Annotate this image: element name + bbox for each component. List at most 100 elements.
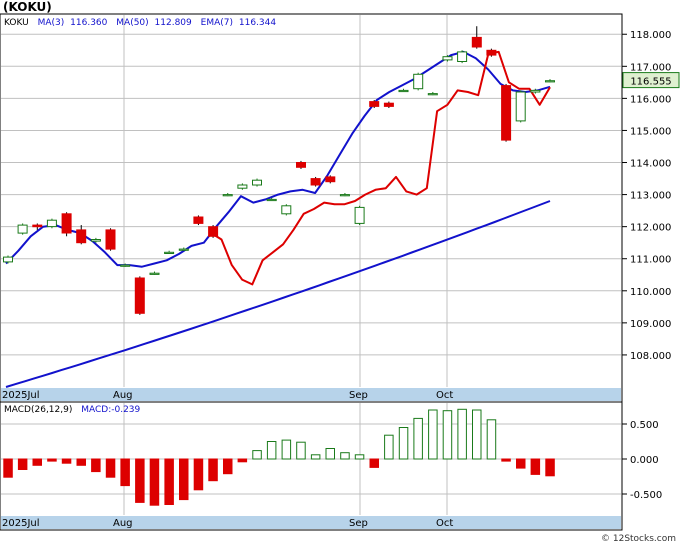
candle-body	[193, 216, 204, 224]
price-xaxis-band	[1, 388, 621, 401]
candle-body	[530, 89, 541, 93]
macd-bar	[354, 454, 365, 460]
price-tick-label: 110.000	[630, 287, 671, 298]
candle-body	[76, 229, 87, 244]
candle-body	[398, 89, 409, 93]
candle-body	[32, 224, 43, 228]
candle-body	[281, 205, 292, 215]
price-tick-label: 116.000	[630, 94, 671, 105]
candles	[3, 26, 555, 315]
macd-x-label: Oct	[436, 518, 453, 529]
ma50-line	[5, 200, 551, 388]
candle-body	[354, 206, 365, 224]
legend-symbol: KOKU	[4, 18, 29, 28]
candle-body	[237, 184, 248, 189]
legend-ema7: EMA(7)	[201, 18, 233, 28]
candle-body	[442, 56, 453, 61]
candle-body	[413, 73, 424, 90]
price-panel	[0, 13, 623, 403]
macd-bar	[120, 458, 130, 487]
macd-bar	[545, 458, 555, 477]
last-price-label: 116.555	[630, 77, 671, 88]
candle-body	[208, 226, 219, 237]
macd-bar	[149, 458, 160, 506]
macd-tick-label: -0.500	[630, 490, 662, 501]
price-x-label: 2025Jul	[2, 390, 40, 401]
price-tick-label: 111.000	[630, 255, 671, 266]
legend-ema7-value: 116.344	[239, 18, 276, 28]
candle-body	[3, 256, 13, 263]
macd-tick-label: 0.000	[630, 455, 659, 466]
macd-bar	[530, 458, 541, 475]
price-x-label: Oct	[436, 390, 453, 401]
macd-bar	[516, 458, 526, 469]
candle-body	[120, 264, 131, 267]
last-price-badge: 116.555	[622, 72, 680, 89]
macd-bar	[501, 458, 511, 462]
macd-bar	[281, 439, 292, 460]
macd-bar	[32, 458, 42, 466]
macd-bar	[3, 458, 13, 478]
macd-bar	[47, 458, 57, 462]
macd-bar	[193, 458, 204, 491]
price-x-label: Sep	[349, 390, 368, 401]
macd-bar	[237, 458, 248, 463]
legend-ma50: MA(50)	[116, 18, 148, 28]
macd-x-label: Sep	[349, 518, 368, 529]
macd-bar	[384, 434, 394, 460]
macd-xaxis: 2025Jul Aug Sep Oct	[2, 518, 453, 529]
candle-body	[457, 51, 468, 63]
macd-bar	[413, 417, 423, 460]
macd-bar	[340, 452, 350, 460]
ma50-path	[5, 200, 551, 388]
macd-bar	[325, 448, 335, 460]
macd-axis: 0.500 0.000 -0.500	[622, 420, 662, 501]
candle-body	[310, 178, 321, 186]
candle-body	[17, 224, 28, 234]
candle-body	[178, 248, 189, 251]
macd-bar	[223, 458, 233, 475]
macd-bar	[457, 408, 467, 460]
svg-text:KOKU MA(3) 116.360: KOKU MA(3) 116.360 MA(50) 112.809 EMA(7)…	[4, 18, 276, 28]
macd-bar	[442, 410, 453, 460]
candle-body	[46, 219, 57, 228]
price-tick-label: 112.000	[630, 223, 671, 234]
price-xaxis: 2025Jul Aug Sep Oct	[2, 390, 453, 401]
macd-bar	[76, 458, 86, 466]
macd-bar	[472, 409, 482, 460]
legend-ma50-value: 112.809	[155, 18, 192, 28]
macd-bar	[135, 458, 145, 503]
candle-body	[325, 176, 336, 183]
candle-body	[427, 93, 438, 96]
candle-body	[164, 251, 175, 255]
candle-body	[134, 277, 145, 314]
chart-title: (KOKU)	[3, 0, 52, 14]
candle-body	[61, 213, 72, 234]
candle-body	[383, 102, 394, 107]
price-axis: 108.000 109.000 110.000 111.000 112.000 113.0…	[622, 30, 671, 362]
macd-bar	[486, 419, 497, 460]
candle-body	[515, 91, 526, 122]
candle-body	[222, 194, 233, 197]
candle-body	[105, 229, 116, 250]
macd-bar	[61, 458, 72, 464]
candle-body	[501, 85, 512, 141]
svg-text:MACD(26,12,9) MACD:-0.239: MACD(26,12,9) MACD:-0.239	[4, 405, 141, 415]
price-tick-label: 117.000	[630, 62, 671, 73]
legend-ma3-value: 116.360	[70, 18, 107, 28]
price-tick-label: 115.000	[630, 126, 671, 137]
price-tick-label: 118.000	[630, 30, 671, 41]
candle-body	[339, 194, 350, 197]
candle-body	[252, 179, 262, 186]
macd-bar	[310, 454, 321, 460]
price-tick-label: 113.000	[630, 191, 671, 202]
macd-legend-label: MACD(26,12,9)	[4, 405, 72, 415]
footer-credit: © 12Stocks.com	[601, 534, 676, 544]
macd-bar	[164, 458, 174, 505]
candle-body	[369, 101, 380, 107]
macd-bar	[369, 458, 379, 468]
price-tick-label: 109.000	[630, 319, 671, 330]
price-grid	[1, 15, 621, 387]
candle-body	[486, 49, 497, 56]
